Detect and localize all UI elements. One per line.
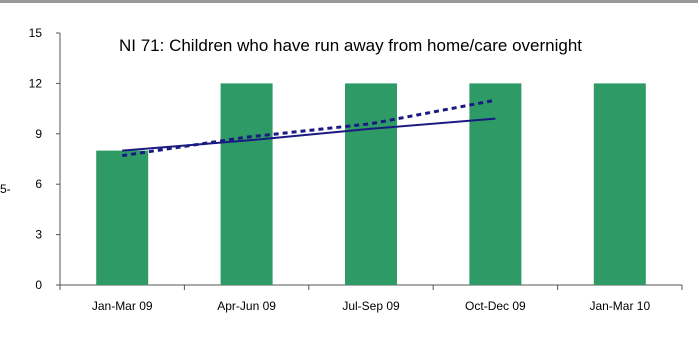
trend-line-dashed (121, 98, 496, 158)
clipped-axis-label: 5- (0, 182, 11, 196)
bar (96, 150, 149, 285)
bar (220, 83, 273, 286)
x-tick-group: Jan-Mar 09 Apr-Jun 09 Jul-Sep 09 Oct-Dec 09… (59, 285, 683, 313)
x-tick-label: Jan-Mar 09 (92, 299, 153, 313)
y-tick-label: 15 (29, 26, 43, 40)
chart-title: NI 71: Children who have run away from h… (119, 36, 582, 55)
x-tick-label: Jan-Mar 10 (589, 299, 650, 313)
y-tick-label: 0 (35, 278, 42, 292)
y-tick-group: 0 3 6 9 12 15 (29, 26, 60, 292)
x-tick-label: Apr-Jun 09 (217, 299, 276, 313)
bar (593, 83, 646, 286)
bar (469, 83, 522, 286)
y-tick-label: 12 (29, 76, 43, 90)
bar (345, 83, 397, 286)
x-tick-label: Jul-Sep 09 (342, 299, 400, 313)
y-tick-label: 3 (35, 228, 42, 242)
trend-line-group (121, 98, 496, 158)
bar-group (96, 83, 646, 286)
y-tick-label: 9 (35, 127, 42, 141)
x-tick-label: Oct-Dec 09 (465, 299, 526, 313)
y-tick-label: 6 (35, 177, 42, 191)
